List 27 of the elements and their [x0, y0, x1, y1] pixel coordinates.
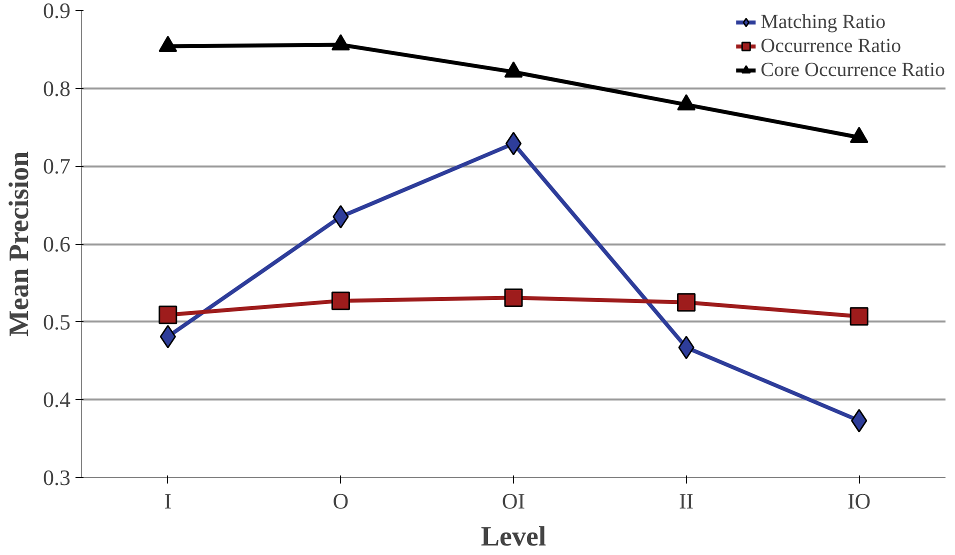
x-tick-label: IO: [847, 488, 871, 514]
point: [677, 94, 696, 110]
y-tick-label: 0.5: [43, 309, 70, 334]
y-tick-label: 0.7: [43, 154, 70, 179]
point: [331, 34, 350, 50]
point: [677, 293, 696, 312]
point: [504, 61, 523, 78]
point: [158, 306, 178, 324]
point: [504, 288, 523, 307]
y-axis-title: Mean Precision: [4, 150, 35, 337]
legend-label: Core Occurrence Ratio: [760, 58, 945, 82]
x-tick-label: II: [678, 488, 694, 514]
point: [850, 126, 868, 144]
x-tick-label: OI: [502, 488, 526, 514]
point: [850, 307, 868, 326]
y-tick-label: 0.9: [43, 0, 70, 23]
x-axis-title: Level: [480, 522, 546, 552]
x-tick-label: O: [332, 488, 349, 514]
y-tick-label: 0.6: [43, 232, 70, 256]
y-tick-label: 0.4: [43, 387, 70, 412]
x-tick-label: I: [164, 488, 172, 514]
y-tick-label: 0.3: [43, 465, 70, 490]
legend-label: Matching Ratio: [760, 10, 886, 34]
point: [331, 292, 350, 310]
y-tick-label: 0.8: [43, 76, 70, 101]
point: [158, 36, 178, 52]
legend-label: Occurrence Ratio: [760, 34, 902, 58]
